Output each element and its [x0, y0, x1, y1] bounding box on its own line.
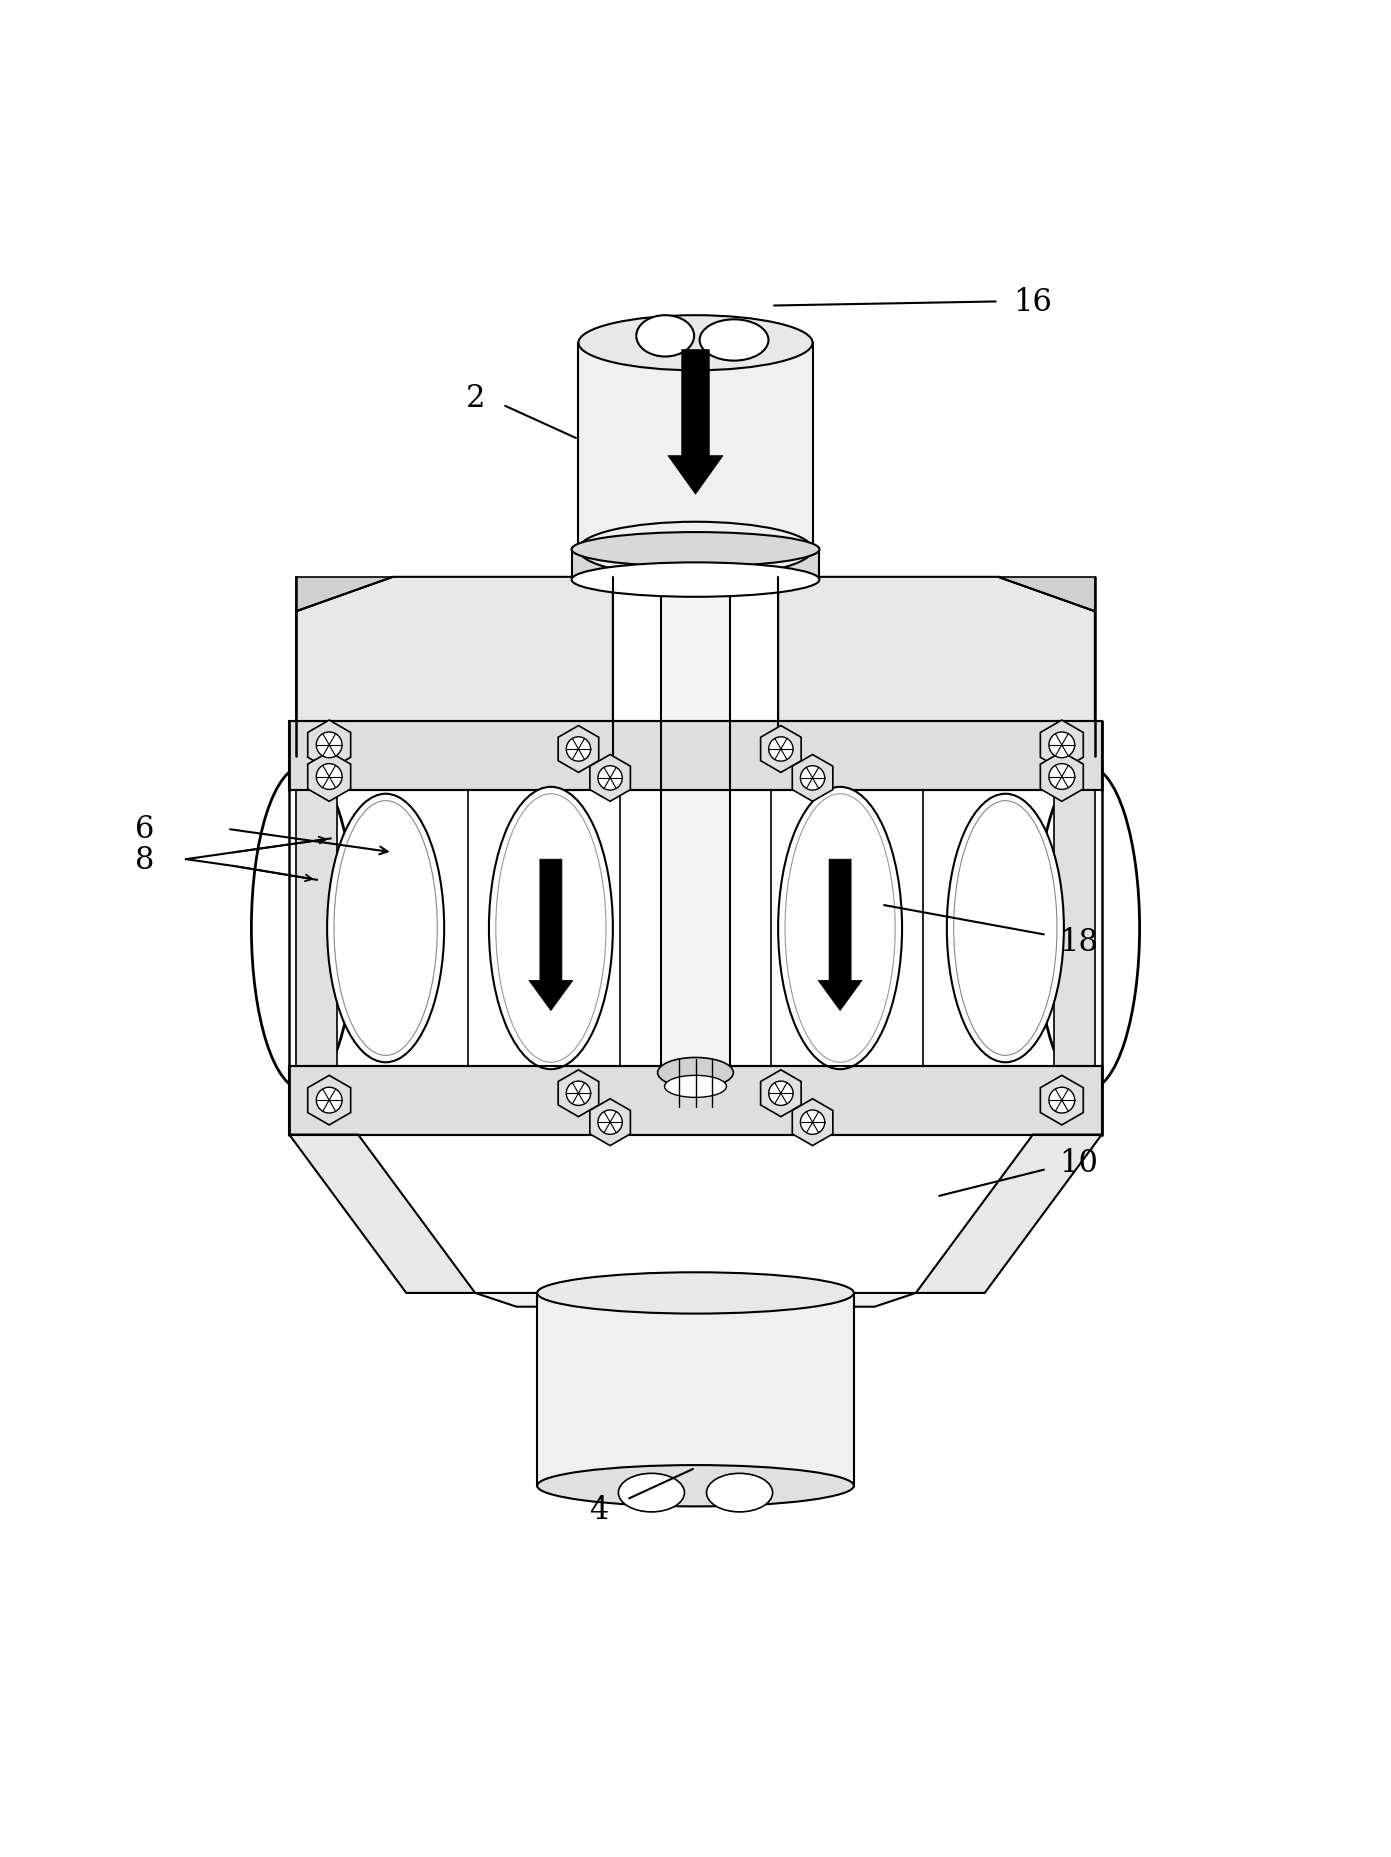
Polygon shape — [529, 860, 573, 1010]
Ellipse shape — [665, 1075, 726, 1097]
Polygon shape — [915, 1135, 1102, 1292]
Polygon shape — [761, 1070, 801, 1118]
Polygon shape — [761, 726, 801, 773]
Text: 2: 2 — [466, 383, 485, 414]
Polygon shape — [793, 1099, 833, 1146]
Circle shape — [769, 737, 793, 761]
Polygon shape — [572, 550, 819, 579]
Ellipse shape — [327, 795, 444, 1062]
Circle shape — [800, 1110, 825, 1135]
Polygon shape — [590, 1099, 630, 1146]
Polygon shape — [818, 860, 862, 1010]
Polygon shape — [579, 344, 812, 550]
Circle shape — [316, 732, 342, 758]
Ellipse shape — [947, 795, 1064, 1062]
Circle shape — [1049, 732, 1075, 758]
Text: 6: 6 — [135, 813, 154, 845]
Ellipse shape — [636, 316, 694, 357]
Polygon shape — [661, 579, 730, 1135]
Ellipse shape — [619, 1474, 684, 1512]
Polygon shape — [289, 1135, 476, 1292]
Ellipse shape — [658, 1058, 733, 1088]
Polygon shape — [558, 1070, 598, 1118]
Text: 8: 8 — [135, 845, 154, 875]
Polygon shape — [289, 1066, 1102, 1135]
Circle shape — [566, 1081, 591, 1105]
Polygon shape — [307, 721, 351, 771]
Polygon shape — [590, 756, 630, 802]
Polygon shape — [296, 578, 613, 756]
Polygon shape — [296, 791, 338, 1066]
Ellipse shape — [537, 1465, 854, 1506]
Ellipse shape — [579, 316, 812, 371]
Ellipse shape — [572, 563, 819, 598]
Ellipse shape — [579, 522, 812, 578]
Circle shape — [598, 767, 622, 791]
Polygon shape — [307, 752, 351, 802]
Text: 10: 10 — [1059, 1148, 1097, 1177]
Polygon shape — [1040, 1075, 1084, 1125]
Polygon shape — [999, 578, 1095, 613]
Circle shape — [566, 737, 591, 761]
Text: 18: 18 — [1059, 927, 1097, 958]
Polygon shape — [307, 1075, 351, 1125]
Circle shape — [598, 1110, 622, 1135]
Circle shape — [1049, 1088, 1075, 1114]
Circle shape — [769, 1081, 793, 1105]
Ellipse shape — [572, 533, 819, 566]
Polygon shape — [558, 726, 598, 773]
Ellipse shape — [488, 787, 613, 1070]
Polygon shape — [1040, 721, 1084, 771]
Circle shape — [316, 1088, 342, 1114]
Ellipse shape — [707, 1474, 772, 1512]
Ellipse shape — [537, 1272, 854, 1315]
Polygon shape — [1053, 791, 1095, 1066]
Circle shape — [316, 765, 342, 789]
Text: 16: 16 — [1014, 286, 1053, 318]
Polygon shape — [537, 1292, 854, 1486]
Polygon shape — [793, 756, 833, 802]
Text: 4: 4 — [590, 1493, 609, 1525]
Polygon shape — [289, 722, 1102, 791]
Circle shape — [1049, 765, 1075, 789]
Polygon shape — [778, 578, 1095, 756]
Polygon shape — [1040, 752, 1084, 802]
Circle shape — [800, 767, 825, 791]
Polygon shape — [476, 1292, 915, 1307]
Polygon shape — [296, 578, 392, 613]
Ellipse shape — [778, 787, 903, 1070]
Polygon shape — [668, 351, 723, 496]
Ellipse shape — [700, 319, 768, 362]
